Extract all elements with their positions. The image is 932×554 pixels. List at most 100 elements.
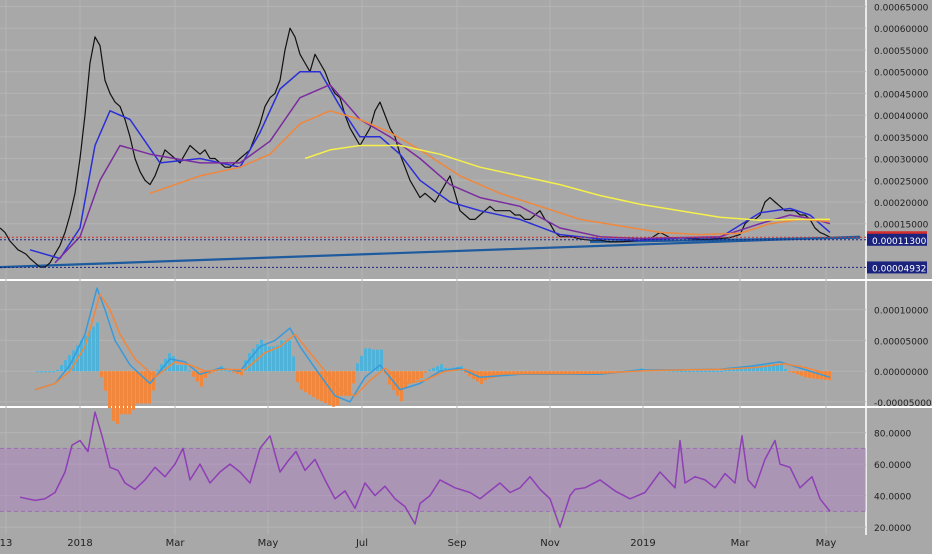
y-tick-label: -0.00005000 bbox=[874, 399, 932, 409]
macd-histogram-bar bbox=[568, 371, 571, 374]
y-tick-label: 0.00000000 bbox=[874, 368, 929, 378]
x-tick-label: Sep bbox=[448, 538, 467, 549]
y-tick-label: 0.00045000 bbox=[874, 90, 929, 100]
macd-histogram-bar bbox=[228, 370, 231, 372]
macd-histogram-bar bbox=[232, 371, 235, 373]
macd-histogram-bar bbox=[128, 371, 131, 415]
macd-histogram-bar bbox=[52, 371, 55, 373]
macd-histogram-bar bbox=[236, 371, 239, 374]
x-tick-label: Jul bbox=[355, 538, 368, 549]
macd-histogram-bar bbox=[184, 365, 187, 372]
macd-histogram-bar bbox=[64, 360, 67, 372]
macd-histogram-bar bbox=[120, 371, 123, 415]
macd-histogram-bar bbox=[80, 340, 83, 372]
series bbox=[0, 27, 861, 528]
macd-histogram-bar bbox=[792, 371, 795, 373]
macd-histogram-bar bbox=[768, 364, 771, 372]
macd-histogram-bar bbox=[548, 371, 551, 374]
macd-histogram-bar bbox=[60, 365, 63, 372]
macd-histogram-bar bbox=[276, 345, 279, 372]
macd-histogram-bar bbox=[396, 371, 399, 396]
macd-histogram-bar bbox=[344, 371, 347, 396]
macd-histogram-bar bbox=[400, 371, 403, 402]
y-tick-label: 0.00060000 bbox=[874, 25, 929, 35]
macd-histogram-bar bbox=[348, 371, 351, 396]
y-tick-label: 0.00025000 bbox=[874, 177, 929, 187]
y-tick-label: 60.0000 bbox=[874, 461, 911, 471]
y-tick-label: 0.00010000 bbox=[874, 307, 929, 317]
macd-histogram-bar bbox=[520, 371, 523, 373]
macd-histogram-bar bbox=[696, 370, 699, 372]
x-tick-label: May bbox=[258, 538, 279, 549]
macd-histogram-bar bbox=[572, 371, 575, 374]
x-tick-label: Nov bbox=[540, 538, 560, 549]
macd-histogram-bar bbox=[428, 369, 431, 372]
macd-histogram-bar bbox=[408, 371, 411, 384]
macd-histogram-bar bbox=[556, 371, 559, 374]
macd-histogram-bar bbox=[356, 363, 359, 372]
macd-histogram-bar bbox=[764, 364, 767, 372]
macd-histogram-bar bbox=[136, 371, 139, 404]
macd-histogram-bar bbox=[372, 349, 375, 372]
y-tick-label: 40.0000 bbox=[874, 493, 911, 503]
ma-100-line bbox=[149, 110, 831, 236]
macd-histogram-bar bbox=[796, 371, 799, 375]
macd-histogram-bar bbox=[88, 331, 91, 372]
macd-histogram-bar bbox=[684, 370, 687, 372]
macd-histogram-bar bbox=[188, 370, 191, 372]
macd-histogram-bar bbox=[748, 366, 751, 372]
macd-histogram-bar bbox=[152, 371, 155, 391]
axis-ticks: 13 2018 Mar May Jul Sep Nov 2019 Mar May 0.0001500… bbox=[0, 4, 932, 549]
x-tick-label: 2018 bbox=[67, 538, 92, 549]
macd-histogram-bar bbox=[208, 371, 211, 374]
macd-histogram-bar bbox=[508, 371, 511, 376]
macd-histogram-bar bbox=[192, 371, 195, 377]
macd-histogram-bar bbox=[772, 364, 775, 372]
macd-histogram-bar bbox=[300, 371, 303, 390]
macd-histogram-bar bbox=[296, 371, 299, 383]
macd-histogram-bar bbox=[308, 371, 311, 395]
macd-histogram-bar bbox=[116, 371, 119, 425]
macd-histogram-bar bbox=[132, 371, 135, 410]
macd-histogram-bar bbox=[440, 364, 443, 372]
macd-histogram-bar bbox=[368, 348, 371, 372]
macd-histogram-bar bbox=[516, 371, 519, 374]
macd-histogram-bar bbox=[560, 371, 563, 374]
macd-histogram-bar bbox=[784, 368, 787, 372]
macd-histogram-bar bbox=[788, 371, 791, 373]
macd-histogram-bar bbox=[720, 370, 723, 372]
macd-histogram-bar bbox=[680, 370, 683, 372]
y-tick-label: 80.0000 bbox=[874, 430, 911, 440]
macd-histogram-bar bbox=[108, 371, 111, 409]
macd-histogram-bar bbox=[756, 365, 759, 372]
price-label-box bbox=[867, 261, 927, 274]
macd-histogram-bar bbox=[360, 355, 363, 372]
macd-histogram-bar bbox=[312, 371, 315, 398]
macd-histogram-bar bbox=[800, 371, 803, 376]
x-tick-label: May bbox=[816, 538, 837, 549]
macd-histogram-bar bbox=[212, 371, 215, 373]
macd-histogram-bar bbox=[552, 371, 555, 374]
macd-histogram-bar bbox=[148, 371, 151, 404]
rsi-line bbox=[19, 411, 831, 528]
macd-histogram-bar bbox=[704, 370, 707, 372]
macd-histogram-bar bbox=[280, 340, 283, 372]
macd-histogram-bar bbox=[288, 340, 291, 372]
macd-histogram-bar bbox=[256, 344, 259, 372]
macd-histogram-bar bbox=[468, 371, 471, 377]
macd-histogram-bar bbox=[204, 371, 207, 378]
macd-histogram-bar bbox=[224, 369, 227, 372]
y-tick-label: 0.00040000 bbox=[874, 112, 929, 122]
macd-histogram-bar bbox=[612, 371, 615, 373]
ema-fast-line bbox=[29, 70, 831, 260]
macd-histogram-bar bbox=[112, 371, 115, 421]
macd-histogram-bar bbox=[264, 345, 267, 372]
macd-histogram-bar bbox=[808, 371, 811, 378]
macd-histogram-bar bbox=[364, 348, 367, 372]
macd-histogram-bar bbox=[196, 371, 199, 382]
macd-histogram-bar bbox=[140, 371, 143, 404]
macd-histogram-bar bbox=[284, 340, 287, 372]
trendline bbox=[0, 235, 861, 269]
y-tick-label: 0.00035000 bbox=[874, 134, 929, 144]
macd-histogram-bar bbox=[728, 369, 731, 372]
